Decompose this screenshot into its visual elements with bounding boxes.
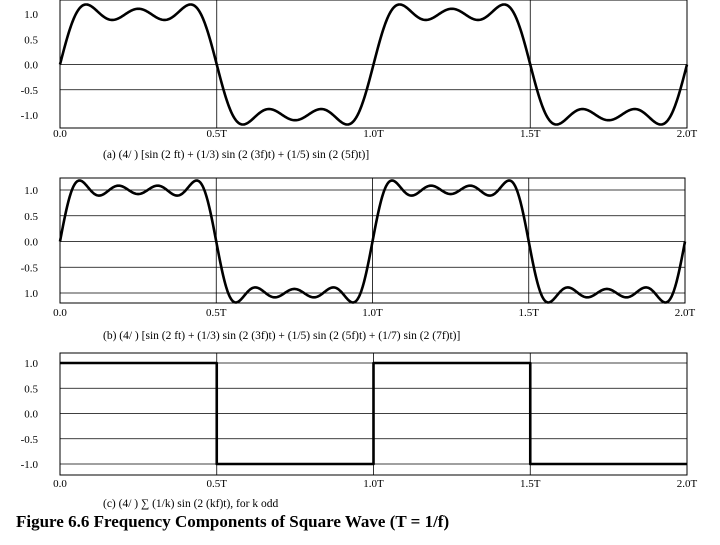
x-tick-label: 1.0T [363, 128, 384, 140]
y-tick-label: 1.0 [24, 9, 38, 21]
y-tick-label: -1.0 [21, 459, 39, 471]
y-tick-label: 0.5 [24, 211, 38, 223]
chart-panel-a: 1.0 0.5 0.0 -0.5 -1.0 0.0 0.5T 1.0T 1.5T 2.0T (a) … [21, 0, 698, 161]
y-tick-label: 0.0 [24, 237, 38, 249]
x-tick-label: 0.5T [207, 128, 228, 140]
chart-panel-c: 1.0 0.5 0.0 -0.5 -1.0 0.0 0.5T 1.0T 1.5T 2.0T (c) … [21, 352, 698, 510]
series-line [58, 179, 687, 304]
x-tick-label: 1.0T [363, 478, 384, 490]
x-tick-label: 0.5T [207, 478, 228, 490]
y-tick-label: 0.0 [24, 60, 38, 72]
panel-caption: (c) (4/ ) ∑ (1/k) sin (2 (kf)t), for k o… [103, 498, 278, 510]
chart-panel-b: 1.0 0.5 0.0 -0.5 1.0 0.0 0.5T 1.0T 1.5T 2.0T (b) (… [21, 177, 696, 342]
y-tick-label: 0.5 [24, 34, 38, 46]
x-tick-label: 1.0T [362, 307, 383, 319]
panel-caption: (a) (4/ ) [sin (2 ft) + (1/3) sin (2 (3f… [103, 149, 369, 161]
panel-caption: (b) (4/ ) [sin (2 ft) + (1/3) sin (2 (3f… [103, 330, 460, 342]
y-tick-label: -0.5 [21, 85, 39, 97]
y-tick-label: 1.0 [24, 185, 38, 197]
x-tick-label: 1.5T [519, 307, 540, 319]
series-line [58, 3, 689, 126]
y-tick-label: -0.5 [21, 262, 39, 274]
x-tick-label: 2.0T [677, 478, 698, 490]
x-tick-label: 0.0 [53, 478, 67, 490]
y-tick-label: 0.0 [24, 409, 38, 421]
figure-title: Figure 6.6 Frequency Components of Squar… [16, 512, 450, 531]
x-tick-label: 1.5T [520, 478, 541, 490]
y-tick-label: 1.0 [24, 288, 38, 300]
y-tick-label: -0.5 [21, 434, 39, 446]
y-tick-label: -1.0 [21, 110, 39, 122]
x-tick-label: 2.0T [677, 128, 698, 140]
series-line [60, 361, 687, 466]
y-tick-label: 1.0 [24, 358, 38, 370]
y-tick-label: 0.5 [24, 383, 38, 395]
x-tick-label: 0.5T [206, 307, 227, 319]
x-tick-label: 0.0 [53, 128, 67, 140]
x-tick-label: 1.5T [520, 128, 541, 140]
x-tick-label: 2.0T [675, 307, 696, 319]
x-tick-label: 0.0 [53, 307, 67, 319]
